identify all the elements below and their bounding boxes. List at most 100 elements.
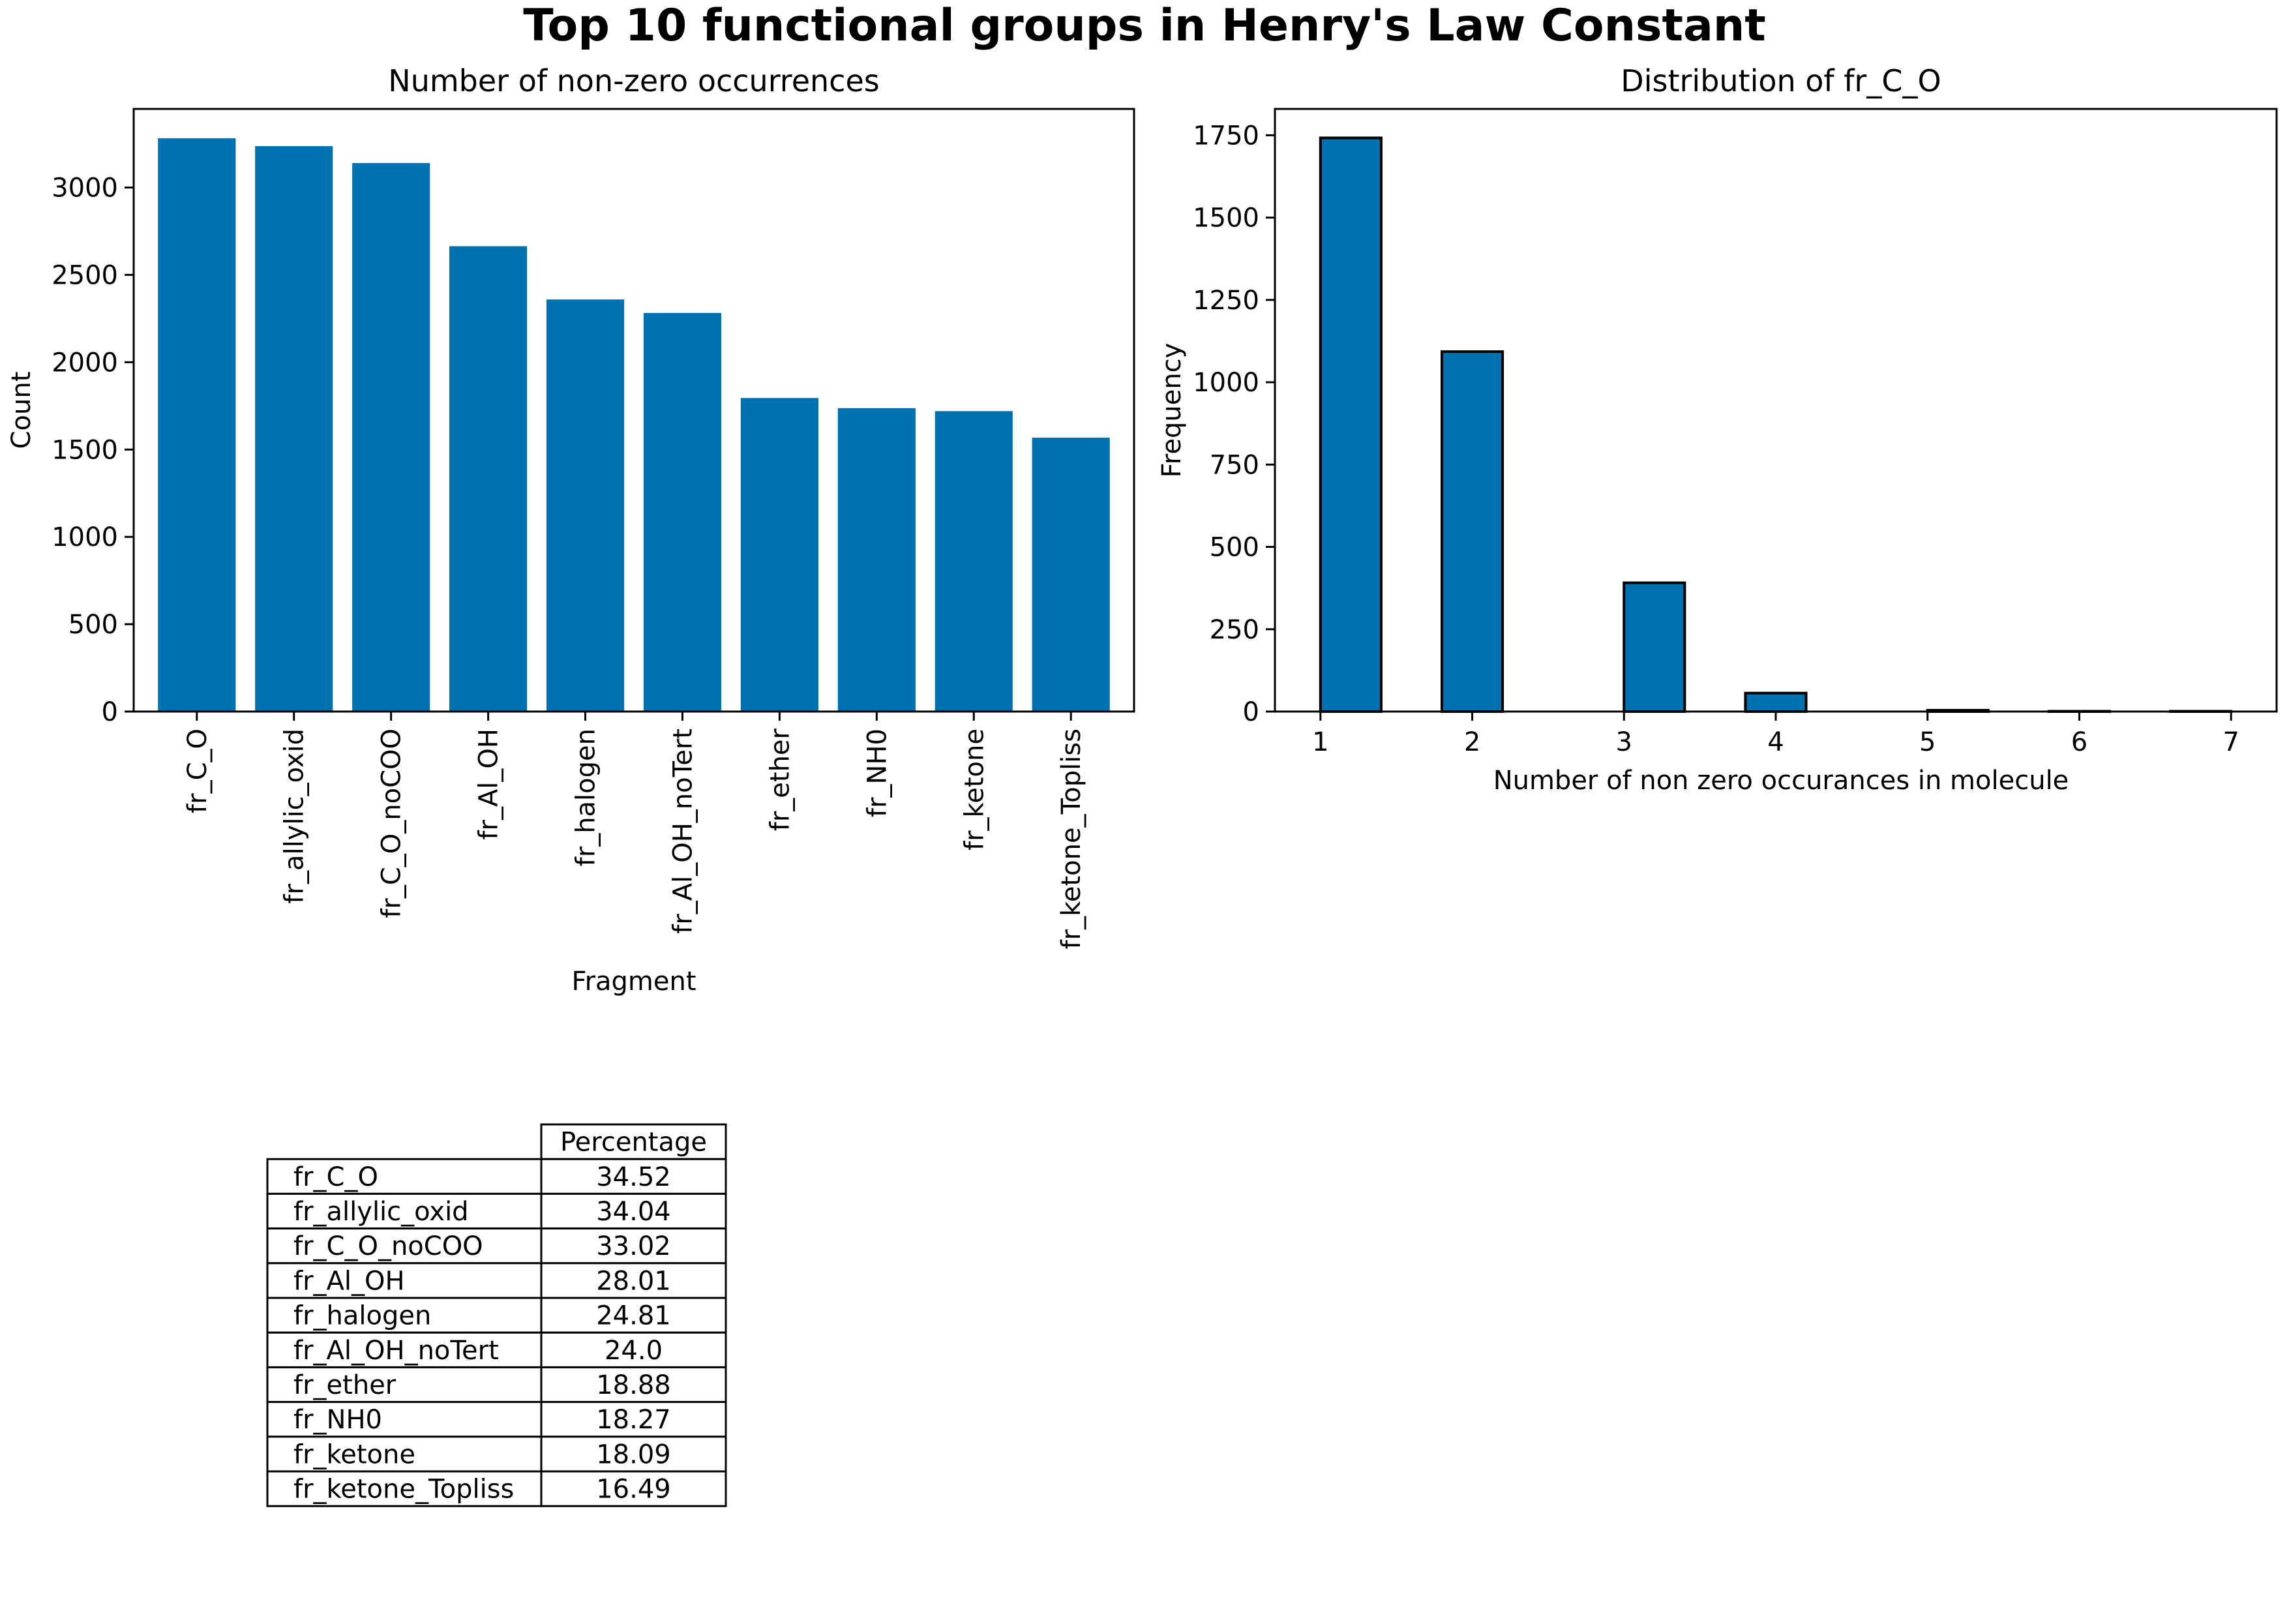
table-value-cell xyxy=(540,1158,727,1195)
table-value-cell xyxy=(540,1227,727,1265)
bar-chart-x-ticks: fr_C_O fr_allylic_oxid fr_C_O_noCOO fr_Al_O… xyxy=(183,712,1086,949)
y-tick-label: 500 xyxy=(68,610,118,640)
histogram-bin-3 xyxy=(1623,581,1686,713)
histogram-y-ticks: 0 250 500 750 1000 1250 1500 1750 xyxy=(1193,121,1275,727)
histogram-ylabel: Frequency xyxy=(1157,343,1187,478)
histogram-bin-1 xyxy=(1319,136,1383,713)
table-row-label-cell xyxy=(266,1401,543,1438)
y-tick-label: 3000 xyxy=(52,173,118,203)
table-row-label-cell xyxy=(266,1331,543,1368)
bar-fr_ketone xyxy=(935,411,1013,712)
bar-chart-xlabel: Fragment xyxy=(571,967,696,997)
table-row-label: fr_ketone_Topliss xyxy=(293,1475,514,1505)
table-row-label: fr_allylic_oxid xyxy=(293,1197,469,1227)
y-tick-label: 500 xyxy=(1210,533,1259,563)
table-column-header: Percentage xyxy=(560,1128,707,1158)
bar-chart-ylabel: Count xyxy=(7,372,37,449)
x-tick-label: 6 xyxy=(2071,727,2087,757)
x-tick-label-fr_Al_OH: fr_Al_OH xyxy=(474,729,504,840)
table-row-value: 34.04 xyxy=(596,1197,671,1227)
table-row-label: fr_Al_OH_noTert xyxy=(293,1336,499,1366)
y-tick-label: 1250 xyxy=(1193,286,1259,316)
y-tick-label: 1000 xyxy=(1193,368,1259,398)
x-tick-label-fr_C_O_noCOO: fr_C_O_noCOO xyxy=(377,729,407,918)
histogram-x-ticks: 1 2 3 4 5 6 7 xyxy=(1312,712,2239,757)
bar-fr_ether xyxy=(740,398,818,712)
y-tick-label: 1500 xyxy=(52,435,118,465)
x-tick-label: 4 xyxy=(1767,727,1784,757)
percentage-table: Percentage fr_C_O 34.52 fr_allylic_oxid 34.0… xyxy=(266,1123,727,1507)
x-tick-label-fr_halogen: fr_halogen xyxy=(571,729,601,866)
table-row-label: fr_C_O_noCOO xyxy=(293,1231,483,1261)
histogram-title: Distribution of fr_C_O xyxy=(1621,63,1941,98)
x-tick-label: 1 xyxy=(1312,727,1328,757)
y-tick-label: 0 xyxy=(1243,697,1259,727)
bar-chart-bars xyxy=(158,138,1110,712)
table-row-value: 34.52 xyxy=(596,1162,671,1192)
x-tick-label: 2 xyxy=(1464,727,1480,757)
x-tick-label-fr_ether: fr_ether xyxy=(765,728,795,831)
table-row-label: fr_halogen xyxy=(293,1301,431,1331)
bar-fr_C_O xyxy=(158,138,236,712)
x-tick-label: 3 xyxy=(1616,727,1632,757)
bar-chart-y-ticks: 0 500 1000 1500 2000 2500 3000 xyxy=(52,173,134,727)
bar-fr_ketone_Topliss xyxy=(1032,438,1110,712)
table-row-value: 16.49 xyxy=(596,1475,671,1505)
y-tick-label: 250 xyxy=(1210,615,1259,645)
table-value-cell xyxy=(540,1470,727,1507)
table-row-label-cell xyxy=(266,1436,543,1473)
table-row-label: fr_ketone xyxy=(293,1439,415,1469)
x-tick-label: 7 xyxy=(2222,727,2239,757)
table-value-cell xyxy=(540,1297,727,1334)
y-tick-label: 2500 xyxy=(52,260,118,290)
histogram-bin-4 xyxy=(1744,691,1808,714)
x-tick-label-fr_ketone: fr_ketone xyxy=(959,729,989,850)
x-tick-label-fr_allylic_oxid: fr_allylic_oxid xyxy=(280,729,310,904)
y-tick-label: 0 xyxy=(102,697,118,727)
bar-fr_C_O_noCOO xyxy=(352,163,430,712)
table-row-value: 18.88 xyxy=(596,1370,671,1400)
bar-fr_NH0 xyxy=(837,408,916,712)
table-row-label: fr_C_O xyxy=(293,1162,378,1192)
y-tick-label: 1500 xyxy=(1193,203,1259,233)
x-tick-label-fr_NH0: fr_NH0 xyxy=(862,729,892,817)
x-tick-label: 5 xyxy=(1919,727,1936,757)
table-row-label-cell xyxy=(266,1262,543,1299)
histogram-bars xyxy=(1319,136,2233,714)
bar-chart-axes-frame xyxy=(132,108,1135,713)
fr-c-o-histogram: Distribution of fr_C_O 02505007501000125… xyxy=(1157,63,2278,796)
y-tick-label: 750 xyxy=(1210,450,1259,480)
table-row-label-cell xyxy=(266,1192,543,1230)
table-row-label-cell xyxy=(266,1470,543,1507)
table-row-label: fr_NH0 xyxy=(293,1405,382,1435)
table-row-label: fr_ether xyxy=(293,1370,396,1400)
table-row-value: 24.81 xyxy=(596,1301,671,1331)
x-tick-label-fr_C_O: fr_C_O xyxy=(183,729,213,813)
bar-fr_allylic_oxid xyxy=(255,146,333,712)
x-tick-label-fr_Al_OH_noTert: fr_Al_OH_noTert xyxy=(668,729,698,934)
bar-fr_Al_OH xyxy=(449,246,528,712)
histogram-xlabel: Number of non zero occurances in molecul… xyxy=(1493,766,2069,796)
table-row-value: 28.01 xyxy=(596,1266,671,1296)
table-row-value: 18.09 xyxy=(596,1439,671,1469)
table-row-value: 18.27 xyxy=(596,1405,671,1435)
table-row-label-cell xyxy=(266,1297,543,1334)
bar-chart-title: Number of non-zero occurrences xyxy=(388,63,879,98)
bar-fr_halogen xyxy=(546,299,625,712)
y-tick-label: 1000 xyxy=(52,522,118,552)
table-row-value: 33.02 xyxy=(596,1231,671,1261)
y-tick-label: 1750 xyxy=(1193,121,1259,151)
x-tick-label-fr_ketone_Topliss: fr_ketone_Topliss xyxy=(1056,729,1086,949)
y-tick-label: 2000 xyxy=(52,348,118,378)
bar-fr_Al_OH_noTert xyxy=(643,312,722,712)
table-value-cell xyxy=(540,1331,727,1368)
table-row-value: 24.0 xyxy=(605,1336,663,1366)
table-value-cell xyxy=(540,1436,727,1473)
table-row-label: fr_Al_OH xyxy=(293,1266,405,1296)
fragment-count-bar-chart: Number of non-zero occurrences 0 500 1000 1… xyxy=(7,63,1135,997)
table-header-cell xyxy=(540,1123,727,1160)
histogram-axes-frame xyxy=(1274,108,2278,713)
histogram-bin-2 xyxy=(1441,350,1504,713)
figure-suptitle: Top 10 functional groups in Henry's Law … xyxy=(523,0,1766,52)
